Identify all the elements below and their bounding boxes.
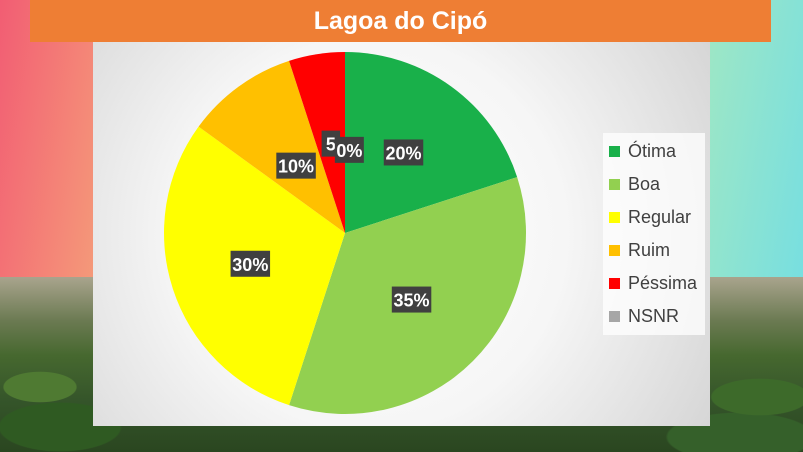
legend-item-regular: Regular [603,201,705,234]
legend-item-ruim: Ruim [603,234,705,267]
legend-label: Ótima [628,141,677,161]
data-label-boa: 35% [391,286,432,313]
legend-item-boa: Boa [603,168,705,201]
data-label-ruim: 10% [276,152,316,179]
chart-legend: Ótima Boa Regular Ruim Péssima NSNR [603,133,705,335]
legend-label: Boa [628,174,661,194]
svg-text:30%: 30% [232,255,268,275]
legend-label: Péssima [628,273,698,293]
title-banner: Lagoa do Cipó [30,0,771,42]
legend-label: Ruim [628,240,671,260]
chart-panel: 20% 35% 30% 10% 5 0% Ótima Boa Regular Ruim Péssi… [93,42,710,426]
svg-text:35%: 35% [394,291,430,311]
legend-item-nsnr: NSNR [603,300,705,333]
pie-slice-ruim [198,60,345,234]
svg-text:20%: 20% [385,143,421,163]
svg-text:5: 5 [326,135,336,155]
pie-slice-otima [345,52,518,233]
legend-swatch [609,245,620,256]
legend-swatch [609,311,620,322]
legend-swatch [609,146,620,157]
legend-swatch [609,212,620,223]
pie-chart: 20% 35% 30% 10% 5 0% [164,52,526,414]
legend-label: Regular [628,207,692,227]
legend-label: NSNR [628,306,680,326]
data-label-regular: 30% [230,250,271,277]
data-label-otima: 20% [383,139,424,166]
pie-slice-pessima [289,52,345,233]
legend-swatch [609,278,620,289]
data-label-nsnr: 0% [334,136,364,163]
legend-item-otima: Ótima [603,135,705,168]
legend-swatch [609,179,620,190]
legend-item-pessima: Péssima [603,267,705,300]
chart-title: Lagoa do Cipó [313,6,488,35]
svg-text:10%: 10% [278,157,314,177]
svg-text:0%: 0% [336,141,362,161]
